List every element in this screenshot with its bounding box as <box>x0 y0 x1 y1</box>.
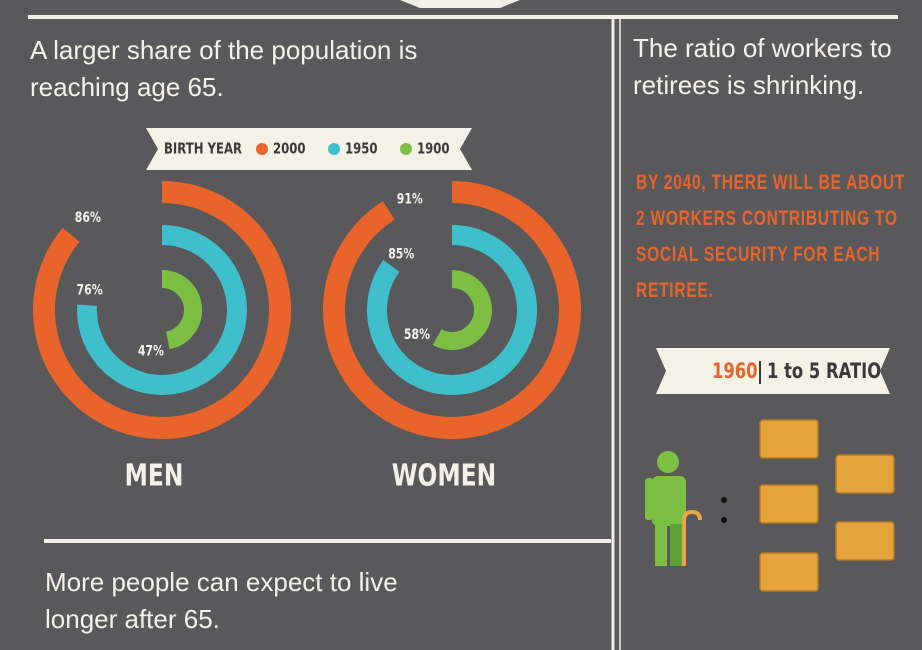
colon <box>721 517 727 523</box>
radial-chart: BIRTH YEAR 2000 1950 1900 86% 76% 47% MEN 91% 85%… <box>33 141 581 494</box>
retiree-icon <box>645 451 702 566</box>
legend-ribbon <box>146 128 472 170</box>
value-label: 85% <box>388 245 414 262</box>
legend-swatch <box>328 143 340 155</box>
heading: More people can expect to live longer af… <box>45 567 398 634</box>
arc <box>323 181 581 439</box>
highlight: BY 2040, THERE WILL BE ABOUT 2 WORKERS C… <box>636 171 906 302</box>
legend-title: BIRTH YEAR <box>164 141 243 158</box>
value-label: 76% <box>77 281 103 298</box>
heading: A larger share of the population is reac… <box>30 35 418 102</box>
legend-label: 1900 <box>417 141 450 158</box>
colon <box>721 497 727 503</box>
legend-swatch <box>400 143 412 155</box>
arc <box>33 181 291 439</box>
ratio-text: 1 to 5 RATIO <box>767 360 881 383</box>
legend-label: 2000 <box>273 141 306 158</box>
ratio-ribbon <box>656 348 890 394</box>
arc <box>161 270 202 350</box>
value-label: 91% <box>397 190 423 207</box>
heading: The ratio of workers to retirees is shri… <box>633 33 892 100</box>
arc <box>367 225 537 395</box>
value-label: 58% <box>404 325 430 342</box>
top-notch <box>400 0 520 8</box>
ratio-year: 1960 <box>712 360 758 383</box>
legend-label: 1950 <box>345 141 378 158</box>
value-label: 86% <box>75 209 101 226</box>
category-label: WOMEN <box>392 459 497 494</box>
briefcases <box>759 419 895 592</box>
value-label: 47% <box>138 342 164 359</box>
arc <box>432 270 492 350</box>
legend-swatch <box>256 143 268 155</box>
arc <box>77 225 247 395</box>
category-label: MEN <box>125 459 184 494</box>
